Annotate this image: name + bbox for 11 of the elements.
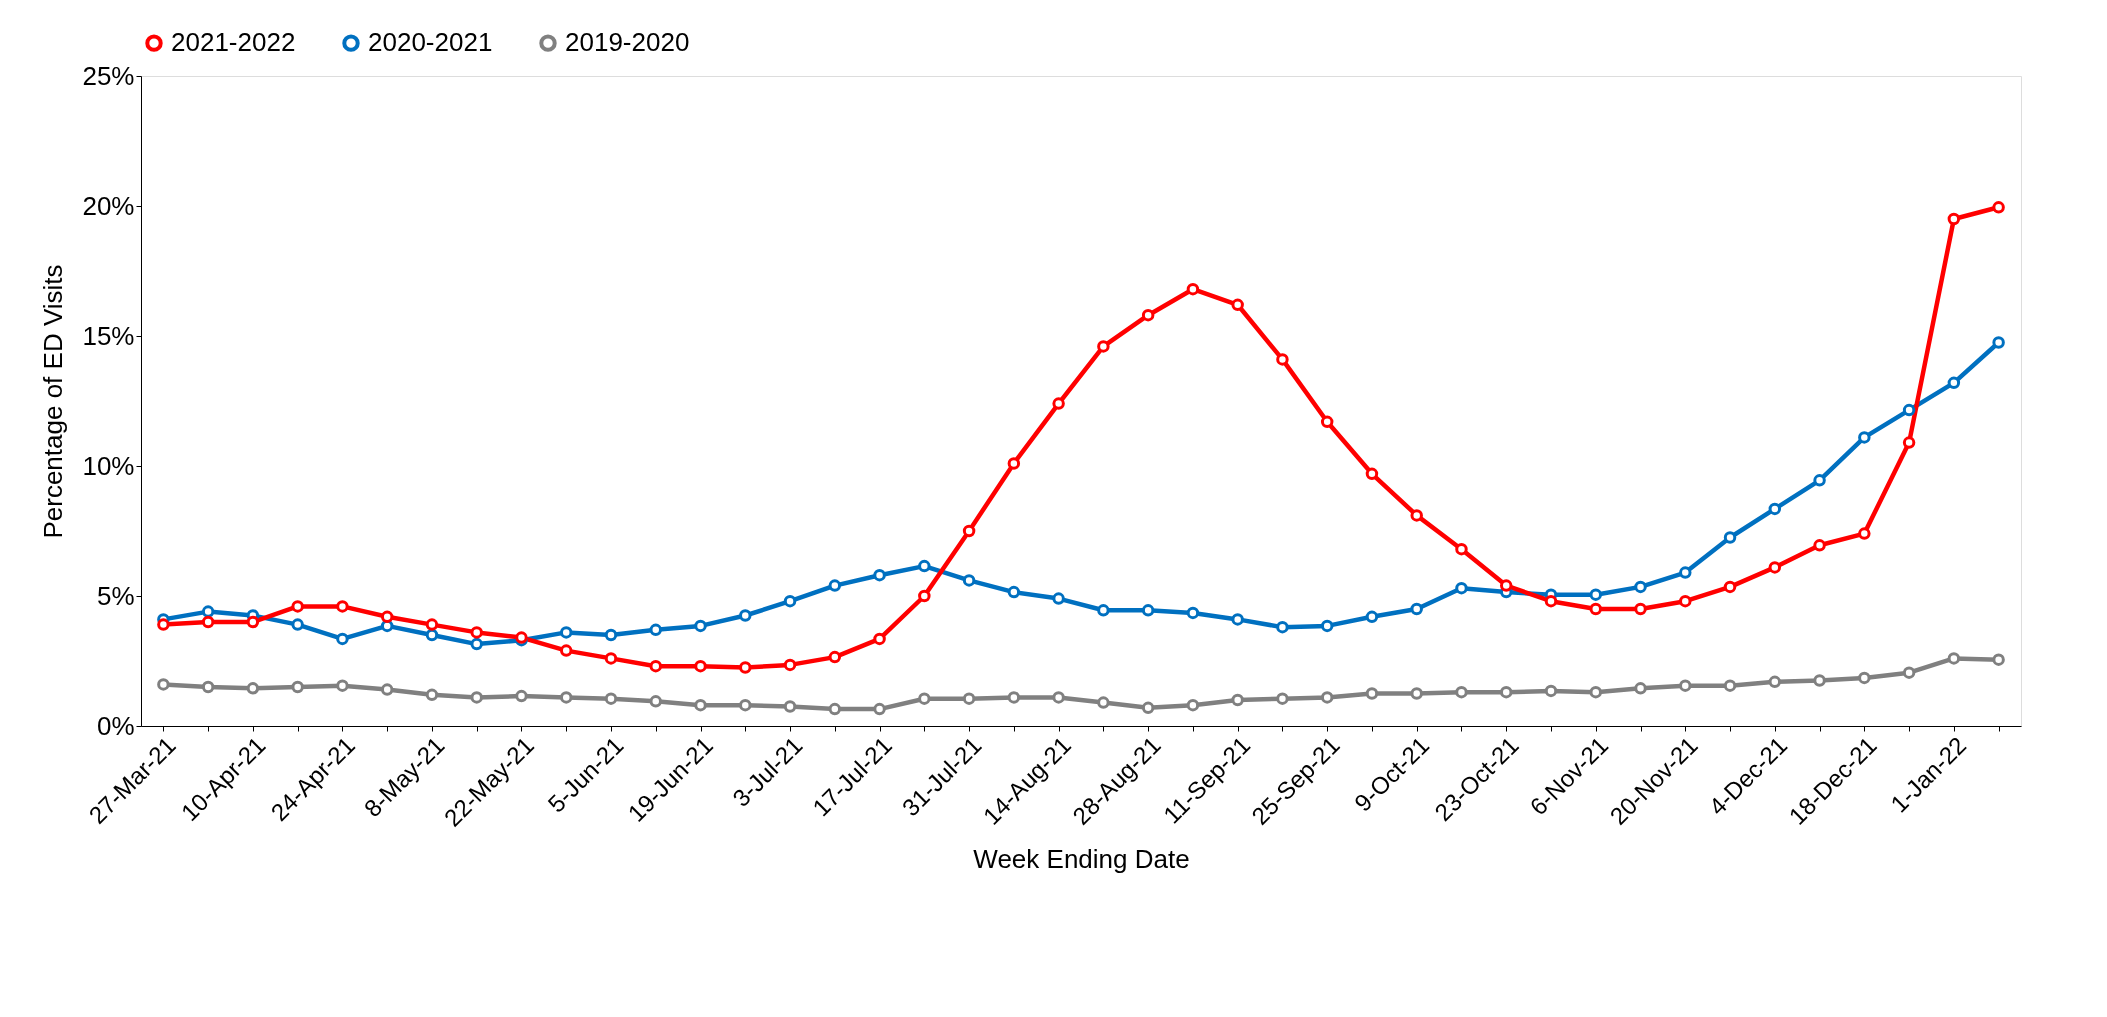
legend-label: 2020-2021 — [368, 27, 493, 58]
y-axis-title: Percentage of ED Visits — [38, 264, 69, 539]
y-tick-label: 15% — [82, 320, 135, 351]
legend-label: 2019-2020 — [565, 27, 690, 58]
y-tick-label: 5% — [96, 580, 135, 611]
y-tick-label: 20% — [82, 190, 135, 221]
legend-label: 2021-2022 — [171, 27, 296, 58]
y-tick-label: 0% — [96, 710, 135, 741]
y-tick-label: 25% — [82, 60, 135, 91]
x-axis-title: Week Ending Date — [973, 843, 1190, 874]
y-tick-label: 10% — [82, 450, 135, 481]
